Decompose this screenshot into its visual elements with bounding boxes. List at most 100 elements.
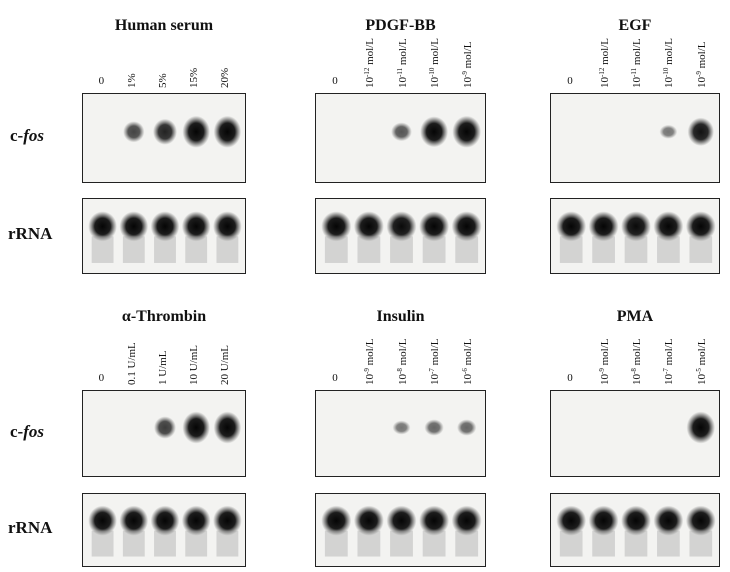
rrna-band xyxy=(685,505,716,536)
cfos-band xyxy=(391,122,412,142)
lane-label: 10-7 mol/L xyxy=(427,339,441,385)
cfos-band xyxy=(424,419,444,436)
exponent: -9 xyxy=(694,71,703,77)
rrna-band xyxy=(556,211,587,242)
panel-title: EGF xyxy=(618,17,652,34)
exponent-unit: mol/L xyxy=(363,38,376,68)
cfos-prefix: c- xyxy=(10,421,24,441)
rrna-smear xyxy=(624,236,648,263)
rrna-smear xyxy=(216,236,239,263)
lane-label: 10-10 mol/L xyxy=(427,38,441,88)
rrna-band xyxy=(685,211,716,242)
rrna-smear xyxy=(422,530,446,557)
lane-label: 10 U/mL xyxy=(188,344,201,385)
lane-label: 10-11 mol/L xyxy=(629,38,643,88)
rrna-blot xyxy=(82,198,246,274)
lane-label: 10-6 mol/L xyxy=(460,339,474,385)
rrna-band xyxy=(353,505,384,536)
rrna-band xyxy=(653,211,684,242)
lane-label: 10-9 mol/L xyxy=(362,339,376,385)
exponent-base: 10 xyxy=(429,77,442,88)
panel-title: PDGF-BB xyxy=(365,17,436,34)
rrna-band xyxy=(419,211,450,242)
cfos-prefix: c- xyxy=(10,126,24,145)
rrna-band xyxy=(653,505,684,536)
panel-title: Insulin xyxy=(376,308,425,325)
exponent-base: 10 xyxy=(429,374,442,385)
lane-label: 10-7 mol/L xyxy=(661,339,675,385)
lane-label: 10-5 mol/L xyxy=(694,339,708,385)
cfos-band xyxy=(686,411,716,444)
rrna-smear xyxy=(390,236,413,263)
lane-label: 10-12 mol/L xyxy=(362,38,376,88)
cfos-band xyxy=(457,419,477,436)
exponent-unit: mol/L xyxy=(396,38,409,68)
rrna-band xyxy=(419,505,450,536)
lane-label: 10-12 mol/L xyxy=(597,38,611,88)
cfos-band xyxy=(213,115,242,148)
rrna-smear xyxy=(91,530,114,557)
panel-title: PMA xyxy=(616,308,654,325)
exponent-unit: mol/L xyxy=(663,38,676,68)
rrna-smear xyxy=(657,530,680,557)
exponent-base: 10 xyxy=(396,77,409,88)
lane-label: 0 xyxy=(567,75,573,87)
exponent-unit: mol/L xyxy=(429,38,442,68)
cfos-italic: fos xyxy=(23,126,44,145)
exponent: -9 xyxy=(597,368,606,374)
cfos-band xyxy=(392,420,411,435)
exponent: -12 xyxy=(362,67,371,77)
cfos-band xyxy=(452,115,482,148)
lane-label: 10-9 mol/L xyxy=(597,339,611,385)
exponent-base: 10 xyxy=(631,374,643,385)
rrna-smear xyxy=(154,236,176,263)
rrna-band xyxy=(119,211,149,242)
exponent: -6 xyxy=(460,368,469,374)
rrna-band xyxy=(451,211,482,242)
rrna-band xyxy=(88,505,117,536)
cfos-blot xyxy=(82,390,246,477)
rrna-band xyxy=(451,505,482,536)
rrna-blot xyxy=(550,198,720,274)
panel-title: Human serum xyxy=(114,17,214,34)
lane-label: 0 xyxy=(332,75,338,87)
rrna-smear xyxy=(122,236,145,263)
rrna-smear xyxy=(422,236,446,263)
lane-label: 15% xyxy=(188,67,201,88)
rrna-band xyxy=(181,505,211,536)
rrna-band xyxy=(353,211,384,242)
lane-label: 0 xyxy=(98,372,105,384)
rrna-smear xyxy=(185,530,208,557)
cfos-band xyxy=(182,115,210,148)
rrna-smear xyxy=(216,530,239,557)
rrna-smear xyxy=(559,236,583,263)
exponent-base: 10 xyxy=(695,374,708,385)
exponent-unit: mol/L xyxy=(598,38,611,68)
rrna-smear xyxy=(624,530,648,557)
exponent: -12 xyxy=(597,67,606,77)
cfos-band xyxy=(152,118,178,145)
cfos-band xyxy=(687,117,714,146)
rrna-smear xyxy=(390,530,413,557)
cfos-band xyxy=(182,411,210,444)
exponent: -11 xyxy=(630,67,638,77)
exponent-base: 10 xyxy=(598,374,611,385)
rrna-band xyxy=(119,505,149,536)
rrna-row-label: rRNA xyxy=(8,224,53,243)
lane-label: 10-10 mol/L xyxy=(661,38,675,88)
exponent: -11 xyxy=(395,67,404,77)
rrna-band xyxy=(181,211,211,242)
panel-title: α-Thrombin xyxy=(121,308,207,325)
rrna-band xyxy=(386,211,417,242)
exponent-base: 10 xyxy=(363,374,376,385)
rrna-smear xyxy=(324,530,348,557)
lane-label: 10-9 mol/L xyxy=(460,42,474,88)
cfos-blot xyxy=(315,390,486,477)
exponent-unit: mol/L xyxy=(461,338,474,369)
rrna-band xyxy=(588,505,619,536)
rrna-smear xyxy=(689,236,713,263)
rrna-smear xyxy=(154,530,176,557)
rrna-band xyxy=(621,211,651,242)
exponent-unit: mol/L xyxy=(363,338,376,369)
